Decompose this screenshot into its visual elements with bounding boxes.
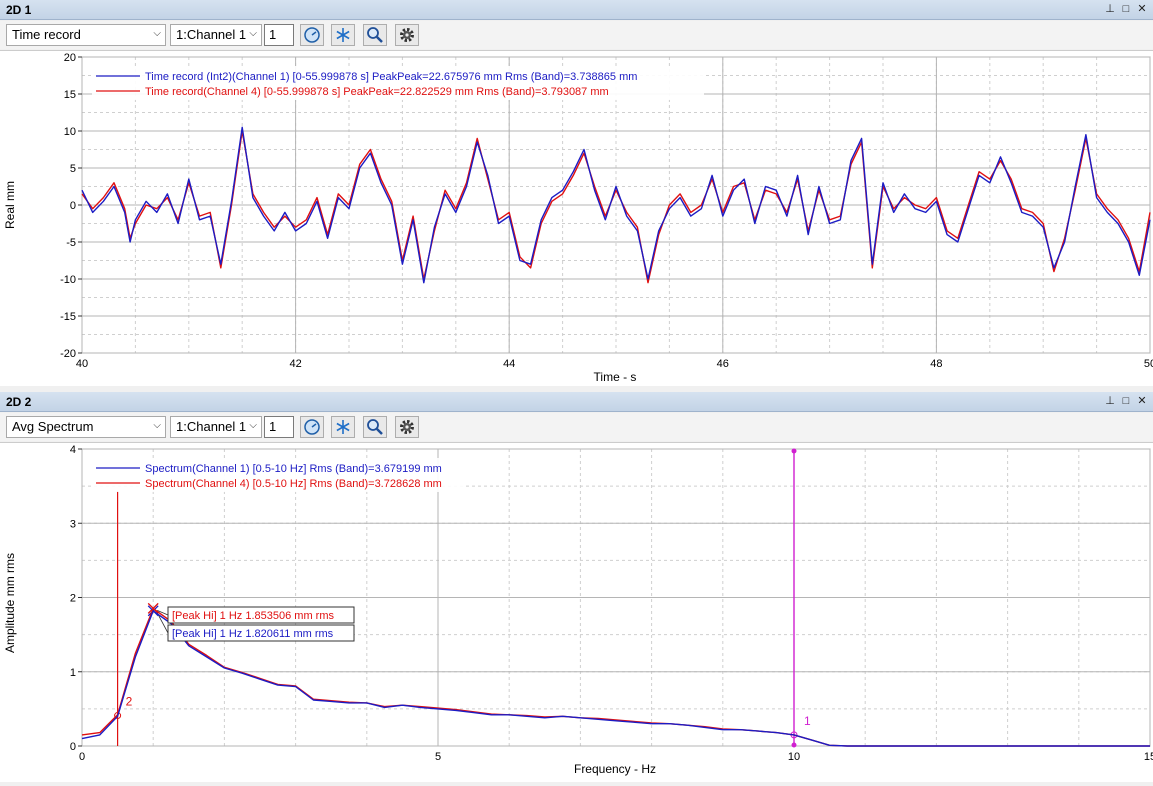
- series-line-time-record-int2-channel-1-: [81, 126, 1151, 284]
- gear-icon: [400, 28, 414, 42]
- spectrum-chart[interactable]: 05101543210 Frequency - Hz Amplitude mm …: [0, 443, 1153, 783]
- y-tick-label: 4: [70, 444, 76, 456]
- chevron-down-icon: ⌵: [153, 28, 161, 39]
- x-tick-label: 42: [289, 358, 301, 370]
- maximize-icon[interactable]: □: [1122, 395, 1130, 407]
- view-type-select[interactable]: Avg Spectrum ⌵: [6, 416, 166, 438]
- panel-title: 2D 1: [6, 3, 32, 17]
- y-tick-label: -20: [60, 348, 76, 360]
- series-line-spectrum-channel-1-: [81, 610, 1150, 747]
- x-tick-label: 40: [76, 358, 88, 370]
- zoom-button[interactable]: [363, 24, 387, 46]
- peak-annotation-channel-1: [Peak Hi] 1 Hz 1.820611 mm rms: [172, 628, 334, 640]
- dial-icon: [304, 27, 320, 43]
- x-axis-label: Frequency - Hz: [574, 762, 656, 776]
- dial-icon: [304, 419, 320, 435]
- view-type-value: Time record: [12, 27, 81, 42]
- y-tick-label: 5: [70, 163, 76, 175]
- x-tick-label: 10: [788, 751, 800, 763]
- y-tick-label: 15: [64, 89, 76, 101]
- panel-2d-1: 2D 1 ⊥ □ ✕ Time record ⌵ 1:Channel 1 ⌵ 1: [0, 0, 1153, 388]
- number-input[interactable]: 1: [264, 24, 294, 46]
- dial-button[interactable]: [300, 416, 324, 438]
- y-tick-label: 2: [70, 593, 76, 605]
- legend-entry-channel-1: Time record (Int2)(Channel 1) [0-55.9998…: [145, 71, 637, 83]
- legend-entry-channel-4: Spectrum(Channel 4) [0.5-10 Hz] Rms (Ban…: [145, 478, 442, 490]
- zoom-button[interactable]: [363, 416, 387, 438]
- settings-button[interactable]: [395, 24, 419, 46]
- legend-entry-channel-1: Spectrum(Channel 1) [0.5-10 Hz] Rms (Ban…: [145, 463, 442, 475]
- panel-titlebar: 2D 1 ⊥ □ ✕: [0, 0, 1153, 20]
- chevron-down-icon: ⌵: [249, 420, 257, 431]
- cursor-1-label: 1: [804, 714, 811, 728]
- panel-toolbar: Time record ⌵ 1:Channel 1 ⌵ 1: [0, 21, 1153, 49]
- freeze-button[interactable]: [331, 24, 355, 46]
- panel-2d-2: 2D 2 ⊥ □ ✕ Avg Spectrum ⌵ 1:Channel 1 ⌵ …: [0, 392, 1153, 782]
- y-tick-label: 1: [70, 667, 76, 679]
- y-tick-label: -5: [66, 237, 76, 249]
- y-tick-label: 0: [70, 200, 76, 212]
- channel-value: 1:Channel 1: [176, 27, 247, 42]
- pin-icon[interactable]: ⊥: [1105, 395, 1115, 407]
- snowflake-icon: [336, 420, 350, 434]
- magnifier-icon: [367, 419, 383, 435]
- x-tick-label: 50: [1144, 358, 1153, 370]
- chevron-down-icon: ⌵: [153, 420, 161, 431]
- close-icon[interactable]: ✕: [1137, 3, 1147, 15]
- y-axis-label: Amplitude mm rms: [3, 553, 17, 653]
- x-tick-label: 15: [1144, 751, 1153, 763]
- number-input[interactable]: 1: [264, 416, 294, 438]
- x-tick-label: 0: [79, 751, 85, 763]
- y-tick-label: -10: [60, 274, 76, 286]
- pin-icon[interactable]: ⊥: [1105, 3, 1115, 15]
- legend-entry-channel-4: Time record(Channel 4) [0-55.999878 s] P…: [145, 86, 609, 98]
- magnifier-icon: [367, 27, 383, 43]
- gear-icon: [400, 420, 414, 434]
- time-record-chart[interactable]: 40424446485020151050-5-10-15-20 Time - s…: [0, 51, 1153, 387]
- peak-annotation-box-channel-4: [167, 606, 355, 624]
- y-tick-label: 10: [64, 126, 76, 138]
- x-tick-label: 48: [930, 358, 942, 370]
- x-tick-label: 44: [503, 358, 515, 370]
- y-tick-label: 3: [70, 518, 76, 530]
- settings-button[interactable]: [395, 416, 419, 438]
- y-tick-label: -15: [60, 311, 76, 323]
- peak-annotation-leader: [156, 612, 169, 634]
- close-icon[interactable]: ✕: [1137, 395, 1147, 407]
- panel-titlebar: 2D 2 ⊥ □ ✕: [0, 392, 1153, 412]
- channel-value: 1:Channel 1: [176, 419, 247, 434]
- view-type-select[interactable]: Time record ⌵: [6, 24, 166, 46]
- cursor-2-label: 2: [126, 695, 133, 709]
- y-tick-label: 0: [70, 741, 76, 753]
- y-tick-label: 20: [64, 52, 76, 64]
- channel-select[interactable]: 1:Channel 1 ⌵: [170, 24, 262, 46]
- spectrum-plot-area: 05101543210 Frequency - Hz Amplitude mm …: [0, 442, 1153, 782]
- panel-toolbar: Avg Spectrum ⌵ 1:Channel 1 ⌵ 1: [0, 413, 1153, 441]
- freeze-button[interactable]: [331, 416, 355, 438]
- x-axis-label: Time - s: [594, 370, 637, 384]
- snowflake-icon: [336, 28, 350, 42]
- time-plot-area: 40424446485020151050-5-10-15-20 Time - s…: [0, 50, 1153, 386]
- channel-select[interactable]: 1:Channel 1 ⌵: [170, 416, 262, 438]
- peak-annotation-box-channel-1: [167, 624, 355, 642]
- x-tick-label: 5: [435, 751, 441, 763]
- view-type-value: Avg Spectrum: [12, 419, 94, 434]
- peak-annotation-leader: [157, 610, 169, 616]
- cursor-1-handle-bottom[interactable]: [791, 742, 797, 748]
- peak-annotation-channel-4: [Peak Hi] 1 Hz 1.853506 mm rms: [172, 610, 335, 622]
- dial-button[interactable]: [300, 24, 324, 46]
- panel-title: 2D 2: [6, 395, 32, 409]
- cursor-1-handle-top[interactable]: [791, 448, 797, 454]
- x-tick-label: 46: [717, 358, 729, 370]
- chevron-down-icon: ⌵: [249, 28, 257, 39]
- y-axis-label: Real mm: [3, 181, 17, 229]
- maximize-icon[interactable]: □: [1122, 3, 1130, 15]
